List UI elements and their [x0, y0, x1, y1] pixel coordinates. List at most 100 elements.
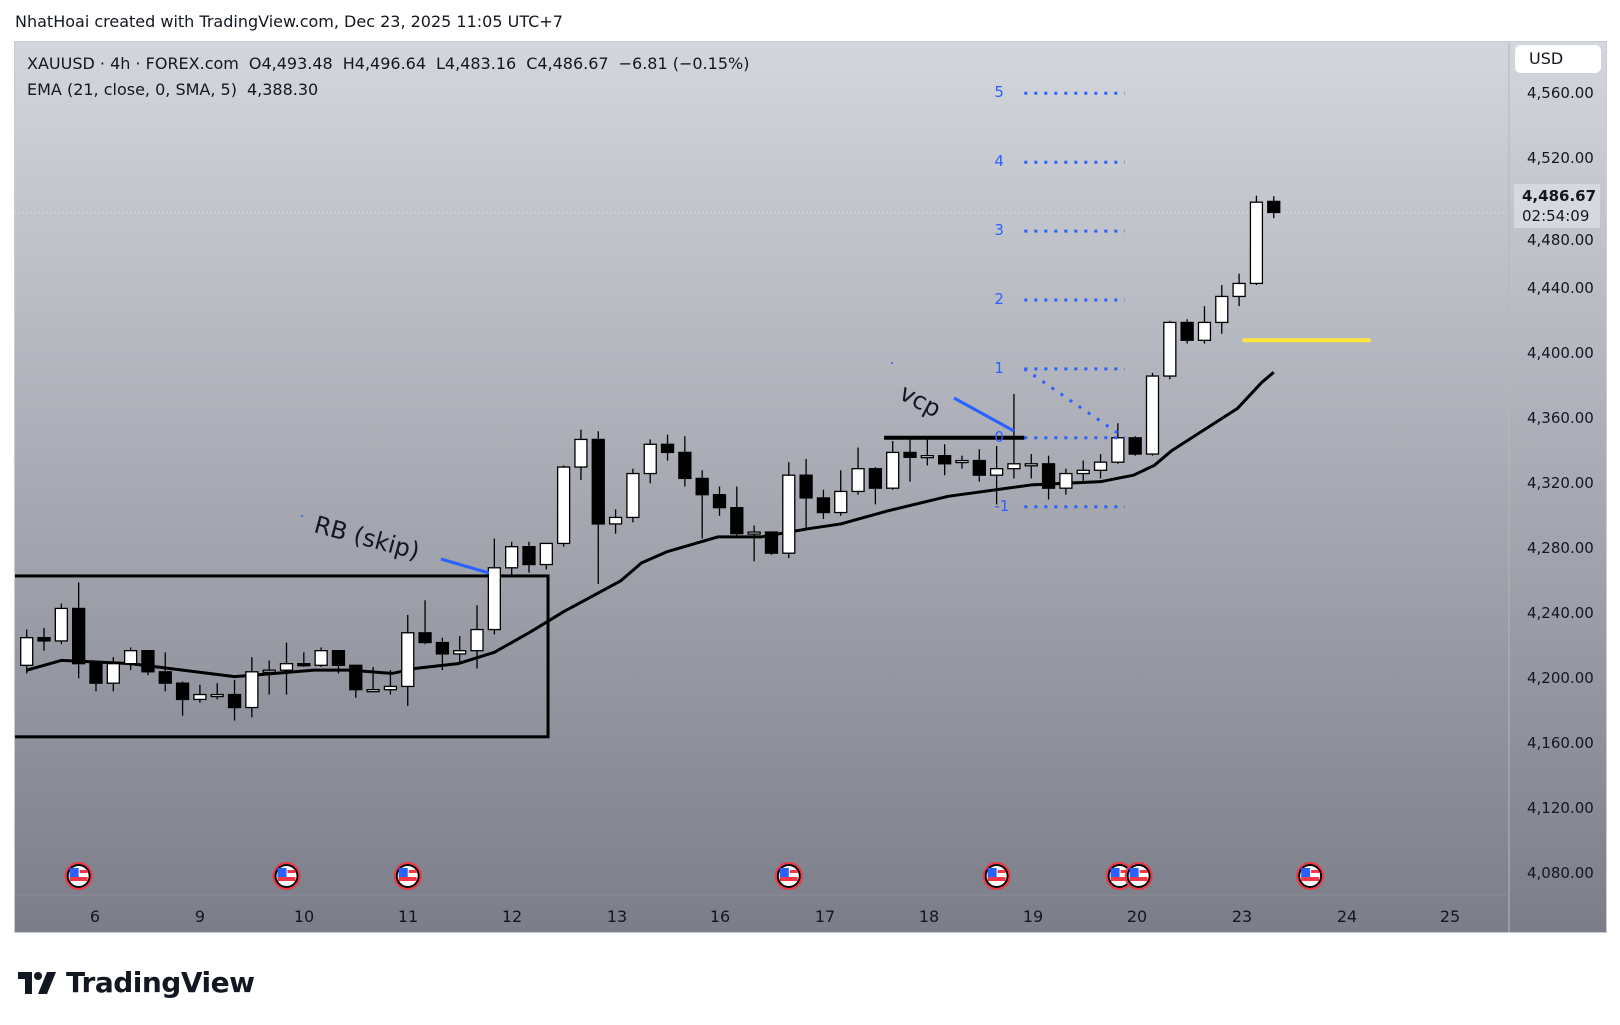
time-axis-label: 23	[1231, 907, 1253, 926]
candle-body	[1041, 463, 1056, 489]
price-chart[interactable]	[15, 42, 1607, 933]
tradingview-logo[interactable]: TradingView	[18, 966, 255, 999]
time-axis-label: 18	[918, 907, 940, 926]
candle-body	[487, 567, 501, 631]
us-event-flag-icon[interactable]	[393, 862, 422, 890]
candle-body	[1007, 463, 1021, 470]
rb-tick-mark	[301, 515, 303, 517]
candle-body	[1128, 437, 1142, 455]
symbol-legend: XAUUSD · 4h · FOREX.com O4,493.48 H4,496.6…	[27, 54, 759, 73]
candle-body	[920, 455, 934, 459]
candle-body	[418, 632, 432, 644]
price-axis-label: 4,080.00	[1527, 864, 1594, 883]
candle-body	[349, 664, 363, 691]
rb-pointer-line	[440, 557, 490, 575]
price-axis-label: 4,240.00	[1527, 604, 1594, 623]
rb-box	[15, 574, 550, 739]
candle-body	[608, 516, 623, 525]
ohlc-close: C4,486.67	[526, 54, 609, 73]
time-axis-label: 16	[709, 907, 731, 926]
candle-body	[175, 682, 190, 701]
candle-body	[1059, 472, 1073, 489]
candle-body	[938, 455, 952, 465]
tradingview-logo-text: TradingView	[66, 966, 255, 999]
us-event-flag-icon[interactable]	[1124, 862, 1153, 890]
symbol-info[interactable]: XAUUSD · 4h · FOREX.com	[27, 54, 239, 73]
candle-body	[989, 468, 1004, 476]
us-event-flag-icon[interactable]	[774, 862, 803, 890]
price-axis-label: 4,320.00	[1527, 474, 1594, 493]
ohlc-change: −6.81 (−0.15%)	[618, 54, 750, 73]
time-axis-label: 24	[1336, 907, 1358, 926]
price-axis-label: 4,160.00	[1527, 734, 1594, 753]
price-axis-label: 4,440.00	[1527, 279, 1594, 298]
tradingview-logo-icon	[18, 971, 56, 994]
time-axis-label: 11	[397, 907, 419, 926]
candle-body	[574, 438, 588, 468]
candle-body	[158, 671, 172, 684]
time-axis-label: 10	[293, 907, 315, 926]
candle-body	[1024, 463, 1038, 467]
candle-body	[1163, 321, 1177, 377]
candle-body	[505, 546, 519, 569]
time-axis-label: 13	[606, 907, 628, 926]
price-axis-label: 4,120.00	[1527, 799, 1594, 818]
us-event-flag-icon[interactable]	[982, 862, 1011, 890]
price-axis-label: 4,400.00	[1527, 344, 1594, 363]
vcp-tick-mark	[891, 362, 893, 364]
candle-body	[782, 474, 796, 554]
candle-body	[1215, 295, 1229, 324]
candle-body	[227, 693, 242, 709]
candle-body	[816, 497, 831, 514]
price-axis-label: 4,360.00	[1527, 409, 1594, 428]
chart-credit: NhatHoai created with TradingView.com, D…	[15, 12, 563, 31]
price-axis-label: 4,280.00	[1527, 539, 1594, 558]
candle-body	[1093, 461, 1108, 471]
candle-body	[470, 628, 484, 652]
ema-label[interactable]: EMA (21, close, 0, SMA, 5)	[27, 80, 237, 99]
ohlc-low: L4,483.16	[436, 54, 517, 73]
us-event-flag-icon[interactable]	[1296, 862, 1325, 890]
candle-body	[695, 477, 709, 496]
candle-body	[539, 542, 553, 566]
candle-body	[1249, 201, 1264, 285]
bar-countdown: 02:54:09	[1522, 207, 1590, 225]
candle-body	[903, 451, 917, 458]
candle-body	[764, 531, 779, 554]
us-event-flag-icon[interactable]	[64, 862, 93, 890]
candle-body	[522, 546, 536, 566]
candle-body	[314, 650, 328, 666]
ohlc-open: O4,493.48	[248, 54, 333, 73]
candle-body	[834, 490, 848, 514]
ema-legend: EMA (21, close, 0, SMA, 5) 4,388.30	[27, 80, 328, 99]
candle-body	[626, 472, 640, 519]
candle-body	[1145, 375, 1160, 455]
candle-body	[383, 685, 398, 691]
candle-body	[245, 671, 259, 709]
candle-body	[123, 650, 138, 665]
price-axis-label: 4,560.00	[1527, 84, 1594, 103]
candle-body	[660, 443, 675, 454]
fib-level-label: 4	[994, 152, 1004, 171]
ema-value: 4,388.30	[246, 80, 319, 99]
candle-body	[851, 468, 865, 493]
time-axis-label: 6	[89, 907, 101, 926]
fib-level-label: 1	[994, 358, 1004, 377]
ema-line	[26, 371, 1275, 679]
candle-body	[37, 637, 51, 642]
candle-body	[1197, 321, 1212, 341]
price-axis-label: 4,200.00	[1527, 669, 1594, 688]
candle-body	[747, 531, 761, 535]
time-axis-label: 20	[1126, 907, 1148, 926]
candle-body	[20, 637, 34, 666]
chart-pane[interactable]: XAUUSD · 4h · FOREX.com O4,493.48 H4,496.6…	[14, 41, 1607, 933]
candle-body	[678, 451, 692, 480]
us-event-flag-icon[interactable]	[272, 862, 301, 890]
candle-body	[366, 689, 380, 693]
currency-button[interactable]: USD	[1515, 45, 1601, 73]
candle-body	[106, 663, 120, 684]
time-axis-label: 9	[194, 907, 206, 926]
candle-body	[210, 693, 224, 698]
candle-body	[89, 663, 103, 684]
time-axis-label: 12	[501, 907, 523, 926]
